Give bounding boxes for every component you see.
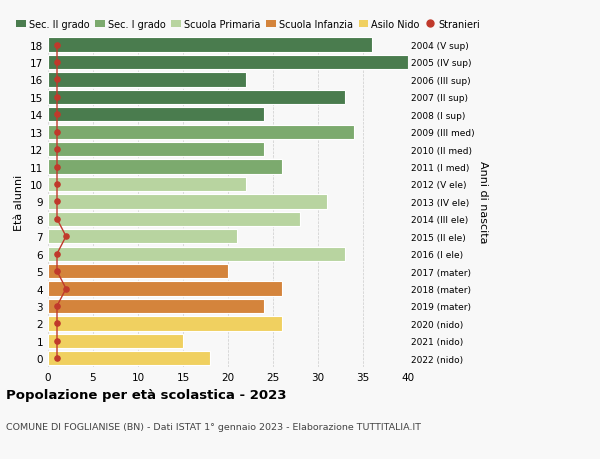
Point xyxy=(52,163,62,171)
Point xyxy=(61,233,71,241)
Bar xyxy=(48,38,372,52)
Bar xyxy=(48,352,210,366)
Y-axis label: Età alunni: Età alunni xyxy=(14,174,25,230)
Text: COMUNE DI FOGLIANISE (BN) - Dati ISTAT 1° gennaio 2023 - Elaborazione TUTTITALIA: COMUNE DI FOGLIANISE (BN) - Dati ISTAT 1… xyxy=(6,422,421,431)
Y-axis label: Anni di nascita: Anni di nascita xyxy=(478,161,488,243)
Bar xyxy=(48,317,282,331)
Point xyxy=(52,268,62,275)
Point xyxy=(52,112,62,119)
Legend: Sec. II grado, Sec. I grado, Scuola Primaria, Scuola Infanzia, Asilo Nido, Stran: Sec. II grado, Sec. I grado, Scuola Prim… xyxy=(12,16,484,34)
Point xyxy=(52,181,62,188)
Bar xyxy=(48,195,327,209)
Bar xyxy=(48,299,264,313)
Bar xyxy=(48,125,354,140)
Bar xyxy=(48,56,408,70)
Bar xyxy=(48,282,282,296)
Bar xyxy=(48,264,228,279)
Point xyxy=(52,77,62,84)
Bar xyxy=(48,108,264,122)
Bar xyxy=(48,247,345,261)
Point xyxy=(52,94,62,101)
Bar xyxy=(48,212,300,226)
Point xyxy=(52,146,62,153)
Point xyxy=(61,285,71,292)
Bar xyxy=(48,160,282,174)
Point xyxy=(52,216,62,223)
Point xyxy=(52,320,62,327)
Point xyxy=(52,355,62,362)
Bar xyxy=(48,90,345,105)
Bar xyxy=(48,334,183,348)
Point xyxy=(52,302,62,310)
Point xyxy=(52,198,62,206)
Bar xyxy=(48,178,246,192)
Point xyxy=(52,129,62,136)
Point xyxy=(52,42,62,49)
Bar xyxy=(48,143,264,157)
Point xyxy=(52,59,62,67)
Text: Popolazione per età scolastica - 2023: Popolazione per età scolastica - 2023 xyxy=(6,388,287,401)
Bar xyxy=(48,73,246,87)
Point xyxy=(52,251,62,258)
Bar xyxy=(48,230,237,244)
Point xyxy=(52,337,62,345)
